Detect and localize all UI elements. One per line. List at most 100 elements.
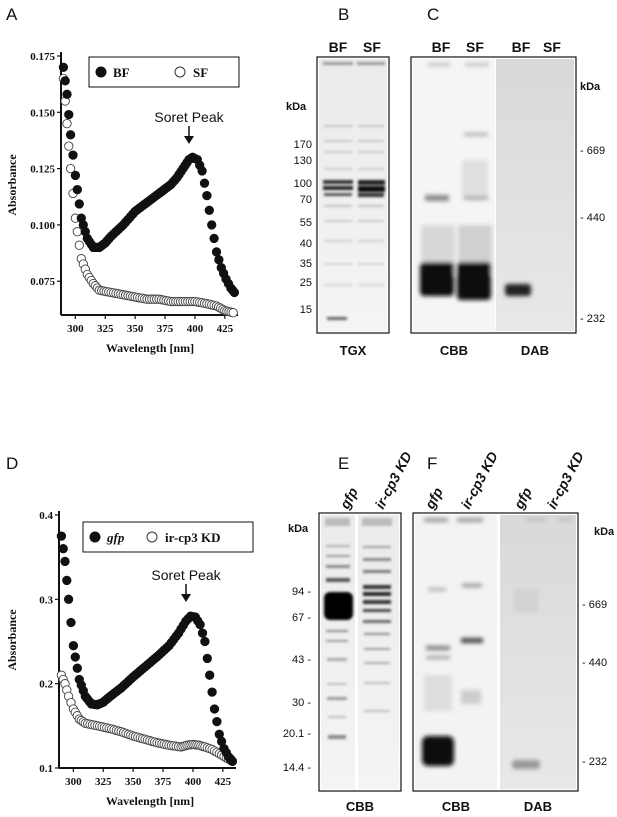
panel-letter-b: B [338, 5, 349, 24]
chart-a-point-filled [199, 178, 210, 188]
chart-d-ylabel: Absorbance [5, 609, 19, 671]
panel-letter-a: A [6, 5, 18, 24]
gel-b-marker: 100 [294, 178, 312, 190]
soret-peak-annotation-d: Soret Peak [151, 567, 221, 583]
chart-a-point-open [72, 227, 82, 237]
gel-c-marker: - 440 [580, 212, 605, 224]
chart-a-xtick-label: 300 [67, 323, 84, 335]
gel-e-marker: 30 - [292, 697, 311, 709]
gel-c-marker: - 232 [580, 313, 605, 325]
chart-d-point-filled [70, 652, 80, 662]
chart-d-xlabel: Wavelength [nm] [106, 794, 194, 808]
chart-a-ytick-label: 0.150 [30, 107, 55, 119]
gel-f-marker: - 669 [582, 599, 607, 611]
chart-a-xlabel: Wavelength [nm] [106, 341, 194, 355]
chart-a-point-filled [60, 76, 70, 86]
gel-b-lane-bf: BF [329, 39, 348, 55]
chart-a-point-filled [214, 255, 224, 265]
legend-marker-gfp [89, 531, 101, 543]
chart-d-xtick-label: 325 [95, 776, 112, 788]
chart-d-xtick-label: 350 [125, 776, 142, 788]
chart-d-ytick-label: 0.2 [39, 679, 53, 691]
chart-d-point-filled [63, 594, 74, 604]
gel-f-marker: - 232 [582, 756, 607, 768]
chart-a-point-filled [211, 247, 222, 257]
chart-d-point-filled [209, 704, 220, 714]
legend-label-bf: BF [113, 65, 130, 80]
soret-arrowhead-a [184, 136, 194, 144]
gel-e-kda-label: kDa [288, 523, 309, 535]
chart-d-legend [82, 521, 254, 553]
chart-d-xtick-label: 425 [215, 776, 232, 788]
gel-e-marker: 94 - [292, 586, 311, 598]
gel-f-bands [422, 518, 572, 769]
chart-a-point-filled [62, 89, 72, 99]
gel-c: BF SF BF SF kDa - 669 - 440 - 232 CBB DA… [410, 39, 605, 358]
gel-e-lane2-background [358, 515, 399, 789]
chart-a-point-open [62, 118, 72, 129]
gel-e-lane1-background [321, 515, 355, 789]
chart-a-point-filled [204, 205, 214, 215]
gel-b-marker: 170 [294, 139, 312, 151]
gel-b-marker: 130 [294, 155, 312, 167]
chart-a-xtick-label: 425 [217, 323, 234, 335]
gel-c-caption-cbb: CBB [440, 343, 468, 358]
chart-a-point-filled [209, 233, 219, 244]
gel-e-marker: 43 - [292, 654, 311, 666]
chart-d-point-filled [68, 641, 79, 651]
chart-a-ylabel: Absorbance [5, 154, 19, 216]
chart-a-point-filled [197, 166, 207, 176]
chart-a-point-filled [68, 150, 78, 160]
legend-marker-sf [174, 66, 186, 78]
chart-a-point-filled [72, 184, 82, 195]
gel-b-bands [323, 62, 385, 320]
gel-e-lane-gfp: gfp [336, 484, 361, 512]
legend-label-gfp: gfp [106, 530, 125, 545]
gel-c-kda-label: kDa [580, 81, 601, 93]
gel-c-marker: - 669 [580, 145, 605, 157]
chart-a: Absorbance Wavelength [nm] 300 325 350 375 4… [5, 51, 240, 355]
gel-f-lane-ircp3-dab: ir-cp3 KD [544, 449, 587, 511]
chart-d-point-filled [62, 575, 72, 586]
gel-b-marker: 15 [300, 304, 312, 316]
chart-d-xtick-label: 375 [155, 776, 172, 788]
gel-f-lane-ircp3-cbb: ir-cp3 KD [458, 449, 501, 511]
legend-marker-ircp3 [146, 531, 158, 543]
chart-d-point-filled [202, 653, 212, 664]
chart-d-ytick-label: 0.1 [39, 763, 53, 775]
gel-c-lane-bf-dab: BF [512, 39, 531, 55]
gel-b-lane-sf: SF [363, 39, 381, 55]
gel-f-marker: - 440 [582, 657, 607, 669]
chart-d-point-filled [207, 687, 217, 697]
gel-b-marker: 25 [300, 277, 312, 289]
legend-marker-bf [95, 66, 107, 78]
gel-f-lane-gfp-cbb: gfp [421, 484, 446, 512]
gel-f-lane-gfp-dab: gfp [510, 484, 535, 512]
chart-a-xtick-label: 325 [97, 323, 114, 335]
gel-b-marker: 55 [300, 217, 312, 229]
gel-c-lane-bf-cbb: BF [432, 39, 451, 55]
gel-e-caption: CBB [346, 799, 374, 814]
chart-a-xtick-label: 375 [157, 323, 174, 335]
chart-d-xtick-label: 400 [185, 776, 202, 788]
gel-e-marker: 20.1 - [283, 728, 311, 740]
chart-a-point-filled [70, 170, 81, 181]
chart-d-point-filled [195, 619, 205, 630]
gel-c-caption-dab: DAB [521, 343, 549, 358]
chart-a-point-open [74, 240, 84, 250]
chart-a-point-open [228, 308, 238, 318]
chart-a-point-open [64, 141, 74, 151]
chart-a-point-filled [207, 220, 217, 230]
panel-letter-c: C [427, 5, 439, 24]
gel-b: BF SF [286, 39, 390, 358]
gel-f: gfp ir-cp3 KD gfp ir-cp3 KD kDa - 669 - … [412, 449, 615, 814]
gel-e-marker: 14.4 - [283, 762, 311, 774]
chart-d-xtick-label: 300 [65, 776, 82, 788]
gel-f-dab-background [500, 515, 576, 789]
gel-b-kda-label: kDa [286, 101, 307, 113]
gel-c-lane-sf-cbb: SF [466, 39, 484, 55]
chart-d-ytick-label: 0.4 [39, 510, 53, 522]
gel-e: gfp ir-cp3 KD [283, 449, 415, 814]
chart-d-point-filled [72, 663, 82, 673]
chart-d-point-filled [60, 556, 70, 567]
